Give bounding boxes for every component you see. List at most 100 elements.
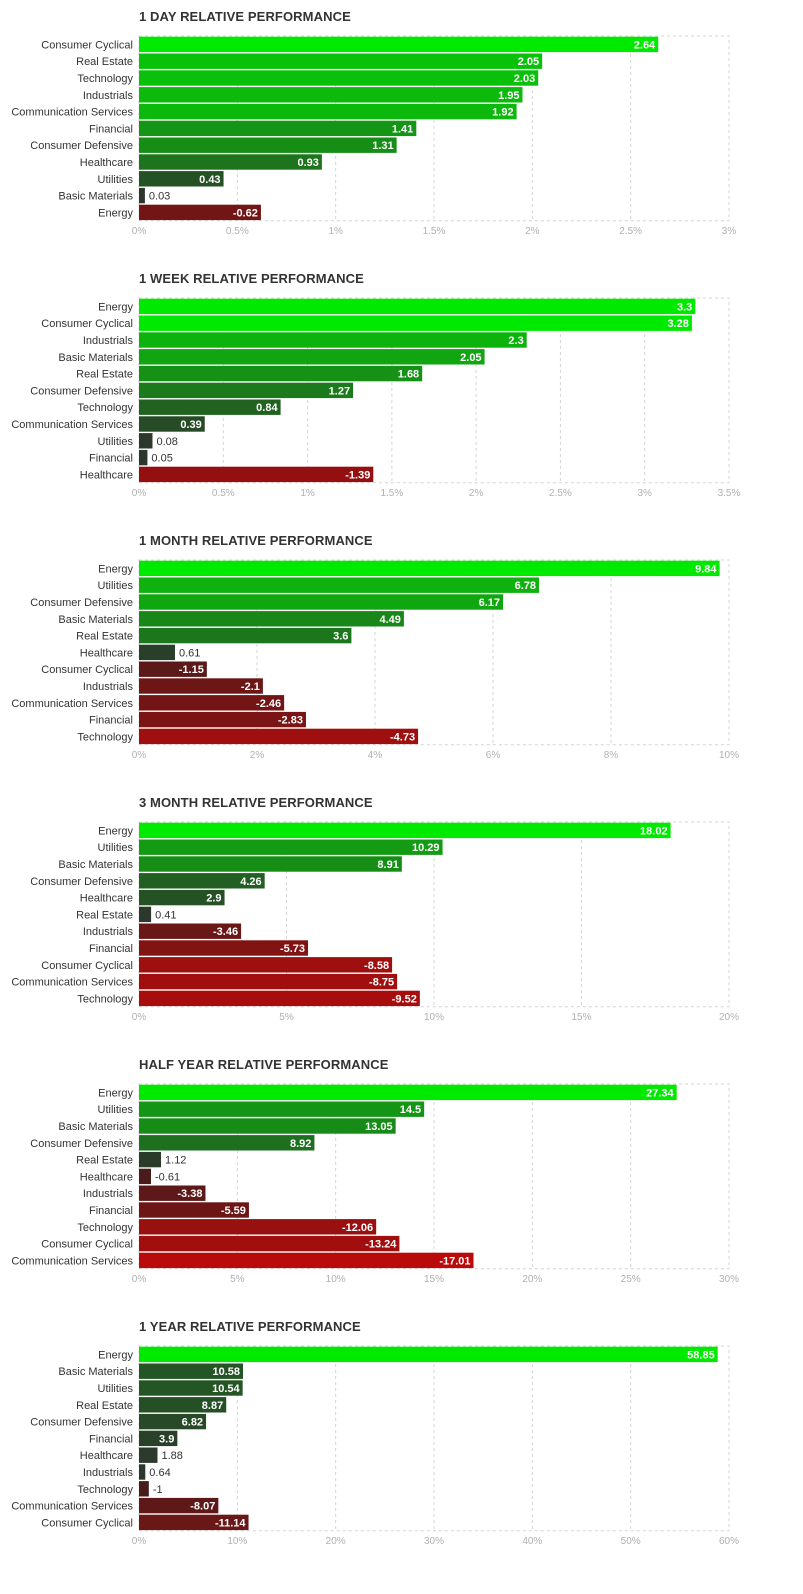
plot-frame	[138, 1345, 730, 1532]
bar[interactable]	[139, 298, 696, 315]
bar[interactable]	[139, 1185, 206, 1201]
bar[interactable]	[139, 873, 265, 889]
x-tick-label: 15%	[571, 1012, 591, 1023]
bar[interactable]	[139, 1202, 249, 1218]
bar[interactable]	[139, 627, 352, 644]
bar[interactable]	[139, 349, 485, 365]
bar[interactable]	[139, 973, 398, 990]
value-label: -12.06	[342, 1222, 373, 1234]
bar[interactable]	[139, 315, 692, 331]
value-label: 2.9	[206, 893, 221, 905]
bar[interactable]	[139, 1252, 474, 1269]
bar[interactable]	[139, 1363, 244, 1379]
value-label: 18.02	[640, 825, 668, 837]
value-label: 0.03	[149, 191, 170, 203]
bar[interactable]	[139, 906, 152, 923]
value-label: 4.26	[240, 876, 261, 888]
category-label: Consumer Cyclical	[41, 1239, 133, 1251]
bar[interactable]	[139, 822, 671, 839]
bar[interactable]	[139, 1101, 425, 1117]
bar-chart-1-week: 0% 0.5% 1% 1.5% 2% 2.5% 3% 3.5% Energy 3.3 Consume…	[11, 297, 741, 499]
plot-frame	[138, 559, 730, 746]
bar[interactable]	[139, 1219, 377, 1235]
bar[interactable]	[139, 466, 374, 483]
value-label: 6.17	[479, 597, 500, 609]
chart-title: 3 MONTH RELATIVE PERFORMANCE	[139, 795, 373, 810]
bar[interactable]	[139, 53, 543, 69]
bar[interactable]	[139, 332, 527, 348]
bar[interactable]	[139, 695, 285, 711]
bar[interactable]	[139, 1447, 158, 1463]
bar[interactable]	[139, 1413, 207, 1430]
x-tick-label: 1.5%	[380, 488, 403, 499]
chart-1-week: 1 WEEK RELATIVE PERFORMANCE 0% 0.5% 1% 1.5%…	[0, 262, 803, 524]
bar[interactable]	[139, 560, 720, 577]
bar[interactable]	[139, 1118, 396, 1134]
value-label: 1.41	[392, 123, 413, 135]
category-label: Basic Materials	[58, 1121, 133, 1133]
category-label: Energy	[98, 825, 133, 837]
bar[interactable]	[139, 1135, 315, 1151]
value-label: 3.6	[333, 631, 348, 643]
bar[interactable]	[139, 1464, 146, 1480]
bar[interactable]	[139, 661, 207, 677]
category-label: Communication Services	[11, 1255, 133, 1267]
value-label: 3.3	[677, 301, 692, 313]
x-tick-label: 0.5%	[212, 488, 235, 499]
bar[interactable]	[139, 433, 153, 449]
bar[interactable]	[139, 87, 523, 103]
category-label: Basic Materials	[58, 1366, 133, 1378]
category-label: Basic Materials	[58, 614, 133, 626]
bar[interactable]	[139, 990, 420, 1007]
bar[interactable]	[139, 449, 148, 466]
bar[interactable]	[139, 204, 261, 221]
bar[interactable]	[139, 365, 423, 382]
bar[interactable]	[139, 1235, 400, 1252]
bar[interactable]	[139, 120, 417, 137]
category-label: Communication Services	[11, 107, 133, 119]
bar[interactable]	[139, 137, 397, 153]
bar[interactable]	[139, 1497, 219, 1514]
x-tick-label: 0%	[132, 750, 147, 761]
x-tick-label: 2.5%	[619, 226, 642, 237]
bar[interactable]	[139, 416, 205, 432]
bar[interactable]	[139, 1514, 249, 1531]
value-label: 3.9	[159, 1433, 174, 1445]
bar[interactable]	[139, 644, 175, 661]
bar[interactable]	[139, 382, 354, 399]
bar[interactable]	[139, 1380, 243, 1396]
bar[interactable]	[139, 728, 419, 745]
value-label: -5.59	[221, 1205, 246, 1217]
bar[interactable]	[139, 1430, 178, 1447]
bar[interactable]	[139, 957, 393, 973]
bar[interactable]	[139, 154, 322, 170]
bar[interactable]	[139, 923, 242, 939]
value-label: 27.34	[646, 1087, 674, 1099]
bar[interactable]	[139, 103, 517, 120]
category-label: Consumer Defensive	[30, 876, 133, 888]
bar[interactable]	[139, 577, 540, 593]
bar[interactable]	[139, 171, 224, 187]
bar[interactable]	[139, 856, 402, 872]
bar[interactable]	[139, 399, 281, 415]
x-tick-label: 40%	[522, 1536, 542, 1547]
bar[interactable]	[139, 711, 306, 728]
bar[interactable]	[139, 678, 263, 694]
bar[interactable]	[139, 1084, 677, 1101]
bar[interactable]	[139, 1481, 149, 1497]
bar[interactable]	[139, 889, 225, 906]
bar[interactable]	[139, 1397, 227, 1413]
x-tick-label: 20%	[326, 1536, 346, 1547]
bar[interactable]	[139, 839, 443, 855]
bar[interactable]	[139, 1346, 718, 1363]
bar[interactable]	[139, 611, 404, 627]
bar[interactable]	[139, 1151, 162, 1168]
category-label: Energy	[98, 1349, 133, 1361]
category-label: Communication Services	[11, 419, 133, 431]
bar[interactable]	[139, 70, 539, 86]
bar[interactable]	[139, 594, 504, 610]
bar[interactable]	[139, 187, 145, 204]
bar[interactable]	[139, 940, 309, 956]
bar[interactable]	[139, 1168, 151, 1185]
bar[interactable]	[139, 36, 659, 53]
